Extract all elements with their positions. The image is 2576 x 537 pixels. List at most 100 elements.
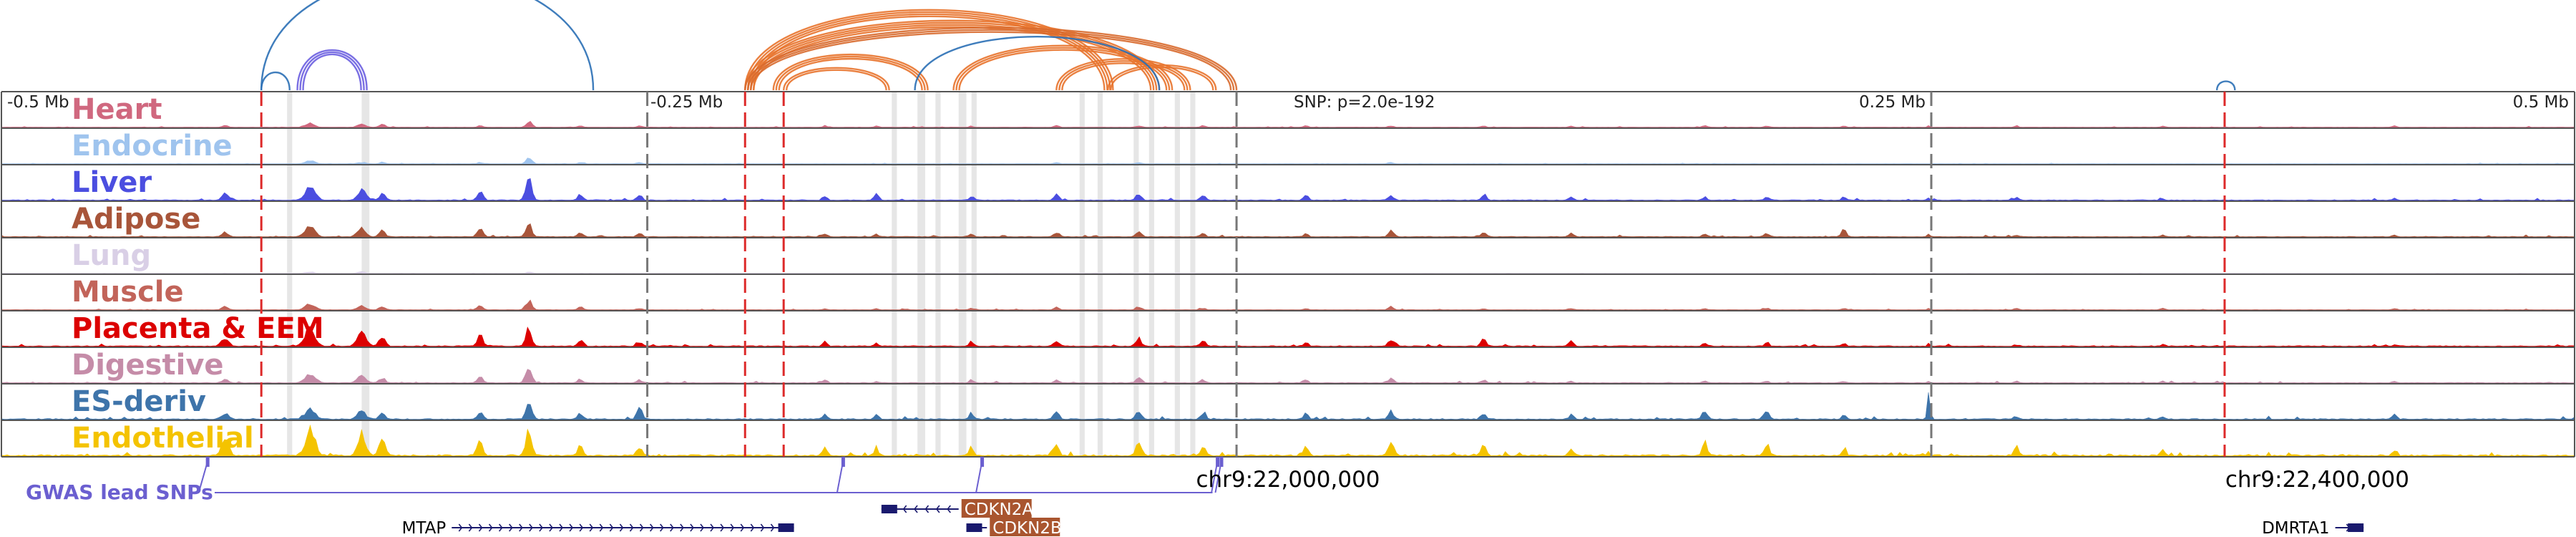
gene-arrow-0-11: [559, 523, 564, 532]
loop-arc-1-0: [296, 49, 368, 91]
tick-label-2: SNP: p=2.0e-192: [1294, 93, 1435, 112]
gene-exon-0: [778, 523, 794, 532]
gene-arrow-1-5: [935, 505, 940, 513]
gene-dmrta1: DMRTA1: [2262, 519, 2364, 537]
loop-arc-11-0: [914, 35, 1161, 91]
gene-label-box-1: [961, 499, 1032, 518]
loop-arc-5-2: [750, 31, 1232, 91]
track-placenta-eem: [1, 310, 2575, 347]
gwas-snp-tick-1: [836, 462, 844, 493]
loop-arc-9-2: [1061, 62, 1186, 91]
gene-arrow-1-6: [947, 505, 951, 513]
loop-arc-10-0: [1107, 64, 1217, 91]
loop-arc-7-0: [782, 67, 890, 91]
gwas-snp-tick-2: [975, 462, 983, 493]
gene-arrow-0-6: [509, 523, 513, 532]
loop-arc-5-0: [744, 26, 1238, 91]
track-heart: [1, 91, 2575, 128]
track-endothelial: [1, 420, 2575, 457]
gene-arrow-0-14: [589, 523, 594, 532]
signal-8: [1, 392, 2575, 420]
axis-ticks: -0.5 Mb -0.25 Mb SNP: p=2.0e-192 0.25 Mb 0.5…: [7, 93, 2569, 112]
loop-arc-3-3: [753, 15, 1106, 91]
track-muscle: [1, 274, 2575, 311]
track-label-endocrine: Endocrine: [72, 130, 233, 163]
gene-arrow-0-8: [529, 523, 533, 532]
gene-arrow-0-20: [650, 523, 654, 532]
tick-label-4: 0.5 Mb: [2513, 93, 2569, 112]
gene-arrow-0-31: [760, 523, 765, 532]
loop-arc-9-0: [1055, 58, 1191, 91]
track-label-heart: Heart: [72, 93, 162, 126]
track-endocrine: [1, 127, 2575, 165]
coordinate-label-0: chr9:22,000,000: [1196, 467, 1380, 493]
gene-arrow-0-5: [499, 523, 503, 532]
gene-arrow-0-9: [539, 523, 543, 532]
gene-arrow-0-27: [720, 523, 725, 532]
gene-arrow-0-2: [468, 523, 473, 532]
gene-arrow-0-7: [519, 523, 523, 532]
loop-arc-1-1: [299, 51, 365, 91]
gwas-label: GWAS lead SNPs: [26, 480, 213, 504]
gene-arrow-0-30: [750, 523, 755, 532]
gene-arrow-0-4: [488, 523, 493, 532]
track-label-endothelial: Endothelial: [72, 422, 254, 455]
track-es-deriv: [1, 383, 2575, 420]
tick-label-1: -0.25 Mb: [650, 93, 723, 112]
gene-arrow-0-12: [569, 523, 574, 532]
gene-mtap: MTAP: [402, 519, 794, 537]
track-label-digestive: Digestive: [72, 349, 224, 382]
gene-arrow-0-16: [609, 523, 614, 532]
track-label-placenta-eem: Placenta & EEM: [72, 312, 324, 345]
loop-arc-7-1: [785, 69, 887, 91]
gwas-snp-0: [205, 457, 210, 467]
gene-arrow-0-22: [670, 523, 674, 532]
track-label-adipose: Adipose: [72, 203, 200, 236]
gene-cdkn2a: CDKN2A: [881, 499, 1033, 519]
gene-cdkn2b: CDKN2B: [966, 518, 1062, 537]
track-digestive: [1, 347, 2575, 384]
gene-arrow-0-28: [730, 523, 735, 532]
gene-arrow-0-3: [478, 523, 483, 532]
loop-arc-8-1: [955, 47, 1171, 91]
coordinate-label-1: chr9:22,400,000: [2225, 467, 2409, 493]
track-adipose: [1, 200, 2575, 238]
signal-2: [1, 178, 2575, 201]
gene-exon-2: [966, 523, 982, 532]
gwas-snp-2: [980, 457, 985, 467]
tick-label-3: 0.25 Mb: [1859, 93, 1926, 112]
gene-arrow-0-26: [710, 523, 715, 532]
gene-arrow-0-25: [700, 523, 704, 532]
gene-arrow-0-18: [629, 523, 634, 532]
loop-arc-3-2: [750, 13, 1108, 91]
loop-arc-12-0: [2215, 80, 2236, 91]
track-label-liver: Liver: [72, 166, 152, 199]
track-label-lung: Lung: [72, 239, 151, 272]
gwas-snp-tick-4: [1211, 462, 1219, 493]
gwas-snp-3: [1219, 457, 1224, 467]
gwas-snp-tick-3: [1214, 462, 1222, 493]
gene-label-box-2: [990, 518, 1060, 536]
loop-arc-5-1: [747, 29, 1235, 91]
loop-arc-0-0: [260, 0, 595, 91]
track-liver: [1, 164, 2575, 201]
signal-0: [1, 120, 2575, 128]
gene-arrow-0-15: [599, 523, 604, 532]
gwas-snp-tick-0: [197, 462, 208, 493]
track-label-es-deriv: ES-deriv: [72, 385, 206, 418]
track-lung: [1, 237, 2575, 274]
chromatin-loops: [260, 0, 2236, 91]
signal-9: [1, 424, 2575, 457]
loop-arc-8-2: [958, 49, 1168, 91]
loop-arc-9-1: [1058, 60, 1189, 91]
gene-arrow-0-24: [690, 523, 694, 532]
loop-arc-1-2: [302, 53, 362, 91]
gene-arrow-0-17: [619, 523, 624, 532]
signal-3: [1, 223, 2575, 238]
loop-arc-6-2: [778, 57, 923, 91]
gene-arrow-0-21: [660, 523, 664, 532]
gene-arrow-0-29: [740, 523, 745, 532]
gene-arrow-1-4: [924, 505, 930, 513]
